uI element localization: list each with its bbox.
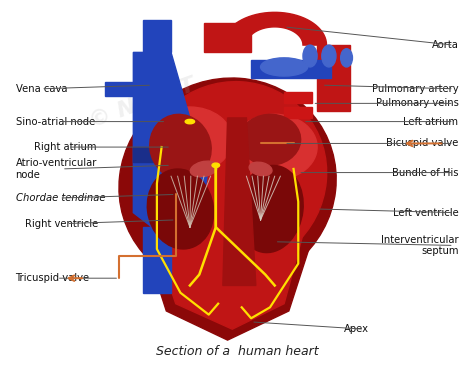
Polygon shape — [284, 107, 312, 118]
Polygon shape — [133, 52, 209, 235]
Text: Left atrium: Left atrium — [403, 117, 458, 127]
Polygon shape — [251, 60, 331, 78]
Ellipse shape — [147, 169, 214, 249]
Text: Vena cava: Vena cava — [16, 84, 67, 94]
Text: Sino-atrial node: Sino-atrial node — [16, 117, 95, 127]
Polygon shape — [143, 19, 171, 52]
Ellipse shape — [341, 49, 353, 67]
Polygon shape — [284, 92, 312, 103]
Text: Pulmonary artery: Pulmonary artery — [372, 84, 458, 94]
Ellipse shape — [261, 58, 308, 76]
Ellipse shape — [237, 166, 303, 252]
Ellipse shape — [249, 162, 272, 176]
Text: Section of a  human heart: Section of a human heart — [155, 345, 319, 357]
Text: © NCERT: © NCERT — [87, 75, 199, 132]
Ellipse shape — [147, 107, 232, 172]
Text: Left ventricle: Left ventricle — [393, 208, 458, 218]
Polygon shape — [204, 23, 251, 52]
Ellipse shape — [303, 45, 317, 67]
Text: Right ventricle: Right ventricle — [25, 219, 98, 229]
Text: Interventricular
septum: Interventricular septum — [381, 235, 458, 256]
Ellipse shape — [212, 163, 219, 167]
Polygon shape — [143, 227, 171, 293]
Text: Chordae tendinae: Chordae tendinae — [16, 193, 105, 203]
Polygon shape — [143, 238, 312, 340]
Ellipse shape — [239, 114, 301, 165]
Ellipse shape — [322, 45, 336, 67]
Polygon shape — [317, 45, 350, 111]
Text: Atrio-ventricular
node: Atrio-ventricular node — [16, 158, 97, 180]
Polygon shape — [133, 147, 171, 161]
Ellipse shape — [185, 119, 195, 124]
Text: Tricuspid valve: Tricuspid valve — [16, 273, 90, 283]
Polygon shape — [152, 235, 303, 329]
Text: Aorta: Aorta — [432, 40, 458, 50]
Ellipse shape — [119, 78, 336, 289]
Text: Pulmonary veins: Pulmonary veins — [375, 98, 458, 108]
Text: Bicuspid valve: Bicuspid valve — [386, 138, 458, 148]
Text: Bundle of His: Bundle of His — [392, 168, 458, 178]
Text: Right atrium: Right atrium — [35, 142, 97, 152]
Polygon shape — [223, 12, 327, 45]
Ellipse shape — [138, 81, 327, 271]
Polygon shape — [105, 81, 157, 96]
Ellipse shape — [232, 114, 317, 180]
Text: Apex: Apex — [344, 324, 369, 334]
Polygon shape — [223, 118, 256, 286]
Ellipse shape — [191, 161, 218, 177]
Ellipse shape — [150, 115, 211, 180]
